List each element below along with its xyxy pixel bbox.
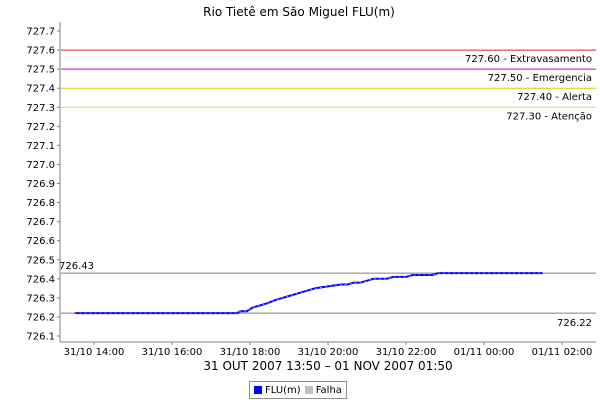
plot-area: 726.1 726.2 726.3 726.4 726.5 726.6 726.7 726.8… [26, 22, 596, 358]
legend-label-flu: FLU(m) [265, 384, 301, 396]
legend-item-flu: FLU(m) [254, 385, 301, 396]
y-tick-label: 726.8 [26, 198, 55, 209]
x-tick-label: 01/11 02:00 [532, 347, 593, 358]
reference-line-label: 727.50 - Emergencia [488, 73, 592, 84]
reference-line-label: 727.30 - Atenção [506, 111, 592, 122]
x-tick-label: 31/10 18:00 [220, 347, 281, 358]
legend-swatch-flu [254, 386, 262, 394]
legend-label-falha: Falha [315, 384, 342, 396]
x-tick-label: 01/11 00:00 [454, 347, 515, 358]
y-tick-label: 726.5 [26, 255, 55, 266]
y-tick-label: 727.2 [26, 122, 55, 133]
chart-legend: FLU(m) Falha [249, 381, 347, 399]
y-tick-label: 726.9 [26, 179, 55, 190]
y-tick-label: 727.5 [26, 65, 55, 76]
y-tick-label: 727.3 [26, 103, 55, 114]
reference-line-label: 727.40 - Alerta [517, 92, 592, 103]
y-tick-label: 726.4 [26, 274, 55, 285]
x-axis-label: 31 OUT 2007 13:50 – 01 NOV 2007 01:50 [203, 359, 452, 373]
legend-swatch-falha [304, 386, 313, 394]
series-line-flu [74, 272, 543, 315]
y-tick-label: 727.1 [26, 141, 55, 152]
series-markers-flu [74, 272, 543, 314]
y-tick-label: 727.6 [26, 46, 55, 57]
x-tick-label: 31/10 14:00 [64, 347, 125, 358]
y-tick-label: 726.2 [26, 312, 55, 323]
y-tick-label: 727.7 [26, 27, 55, 38]
chart-title: Rio Tietê em São Miguel FLU(m) [203, 5, 395, 19]
y-tick-label: 727.4 [26, 84, 55, 95]
reference-line-label: 726.22 [557, 318, 592, 329]
legend-item-falha: Falha [304, 384, 342, 396]
reference-line-label: 726.43 [59, 261, 94, 272]
x-tick-label: 31/10 20:00 [298, 347, 359, 358]
y-tick-label: 727.0 [26, 160, 55, 171]
y-tick-label: 726.7 [26, 217, 55, 228]
chart-area: Rio Tietê em São Miguel FLU(m) 726.1726.… [26, 5, 596, 373]
x-tick-label: 31/10 16:00 [142, 347, 203, 358]
y-tick-label: 726.6 [26, 236, 55, 247]
y-tick-label: 726.1 [26, 332, 55, 343]
reference-line-label: 727.60 - Extravasamento [465, 54, 592, 65]
x-tick-label: 31/10 22:00 [376, 347, 437, 358]
y-tick-label: 726.3 [26, 293, 55, 304]
